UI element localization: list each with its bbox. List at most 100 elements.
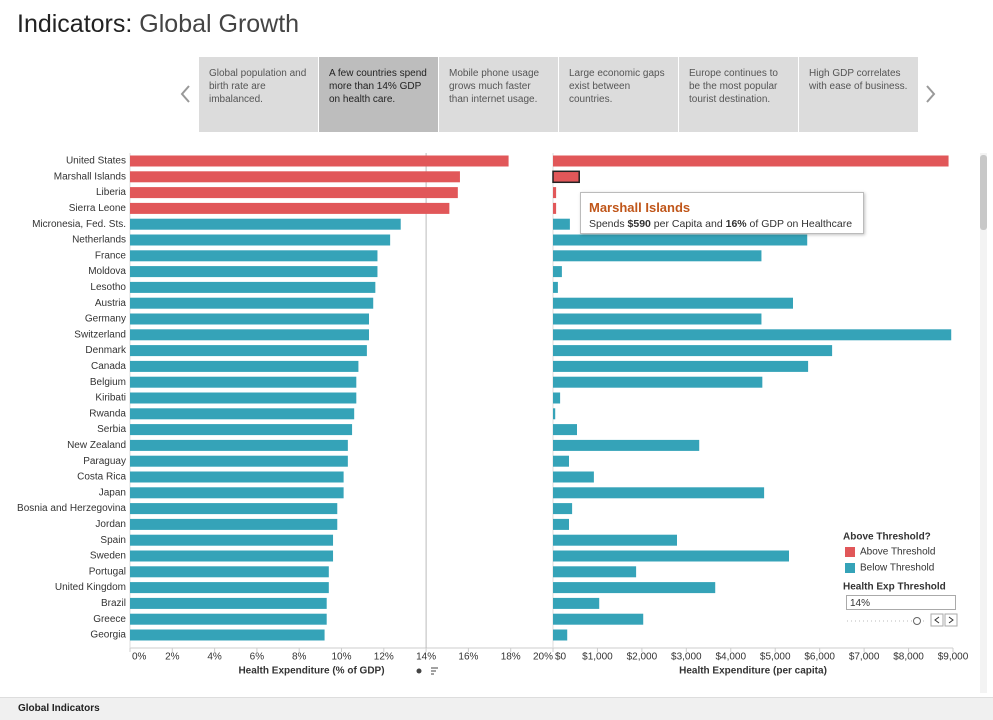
title-bold: Indicators: [17,10,133,38]
bar [130,534,334,546]
step-down[interactable] [930,613,944,627]
bar [553,281,558,293]
x-tick-label: 4% [207,652,222,663]
bar [553,329,952,341]
bar [553,613,644,625]
legend-label: Above Threshold [860,547,935,558]
tooltip-text: 16% [725,218,747,230]
story-point[interactable]: Global population and birth rate are imb… [199,57,318,132]
bar [130,171,460,183]
bar [553,455,569,467]
scroll-thumb[interactable] [980,155,987,230]
bar [130,566,329,578]
bar [130,250,378,262]
tooltip-text: per Capita and [650,218,726,230]
category-label: United States [66,156,126,167]
category-label: Micronesia, Fed. Sts. [32,219,126,230]
x-tick-label: $5,000 [760,652,791,663]
x-tick-label: 10% [331,652,351,663]
category-label: Portugal [89,566,126,577]
x-tick-label: 20% [533,652,553,663]
category-label: Belgium [90,377,126,388]
bar [130,518,338,530]
bar [130,424,353,436]
x-tick-label: $9,000 [938,652,969,663]
category-label: Kiribati [95,393,126,404]
bar [130,376,357,388]
legend-title: Above Threshold? [843,532,931,543]
control-title: Health Exp Threshold [843,582,946,593]
story-point[interactable]: Mobile phone usage grows much faster tha… [439,57,558,132]
bar [553,566,637,578]
bar [553,534,677,546]
sheet-tab[interactable]: Global Indicators [18,703,100,714]
x-tick-label: $6,000 [804,652,835,663]
bar [130,471,344,483]
bar [553,392,561,404]
bar [130,629,325,641]
x-tick-label: 14% [416,652,436,663]
bar [553,408,556,420]
bar [130,582,329,594]
category-label: Rwanda [89,408,126,419]
story-point[interactable]: Large economic gaps exist between countr… [559,57,678,132]
category-label: Spain [100,535,126,546]
category-label: Marshall Islands [54,171,126,182]
category-label: Moldova [88,266,126,277]
category-label: Costa Rica [77,472,126,483]
title-rest: Global Growth [139,10,300,38]
bar [130,345,367,357]
bar [553,487,765,499]
pin-icon [416,668,422,674]
x-tick-label: 0% [132,652,147,663]
category-label: France [95,250,127,261]
tooltip-text: Spends [589,218,628,230]
category-label: Austria [95,298,127,309]
next-arrow[interactable] [926,85,936,103]
category-label: Canada [91,361,126,372]
bar [130,597,327,609]
bar [130,329,369,341]
story-point[interactable]: High GDP correlates with ease of busines… [799,57,918,132]
dashboard-title: Indicators: Global Growth [17,10,299,39]
threshold-input[interactable]: 14% [846,595,956,610]
bar [553,439,700,451]
tooltip-title: Marshall Islands [589,200,691,215]
legend-swatch [845,547,855,557]
bar [130,234,391,246]
x-tick-label: $4,000 [715,652,746,663]
bar [553,187,557,199]
step-up[interactable] [944,613,958,627]
bar [553,155,949,167]
bar [553,471,594,483]
category-label: Greece [93,614,126,625]
bar [130,187,458,199]
story-point[interactable]: Europe continues to be the most popular … [679,57,798,132]
bar [553,503,573,515]
bar [553,424,577,436]
category-label: Jordan [95,519,126,530]
category-label: Lesotho [90,282,126,293]
legend-swatch [845,563,855,573]
bar [130,360,359,372]
bar [553,582,716,594]
bar [130,313,369,325]
category-label: Serbia [97,424,126,435]
tooltip-body: Spends $590 per Capita and 16% of GDP on… [589,218,855,230]
scrollbar[interactable] [980,153,987,693]
bar [553,266,562,278]
category-label: Bosnia and Herzegovina [17,503,126,514]
category-label: Sierra Leone [69,203,127,214]
x-tick-label: 6% [250,652,265,663]
slider-handle[interactable] [913,617,921,625]
bar [553,360,809,372]
legend-label: Below Threshold [860,563,934,574]
story-point[interactable]: A few countries spend more than 14% GDP … [319,57,438,132]
prev-arrow[interactable] [180,85,190,103]
bar [553,202,557,214]
bar [553,518,569,530]
bar [130,439,348,451]
category-label: Switzerland [74,329,126,340]
